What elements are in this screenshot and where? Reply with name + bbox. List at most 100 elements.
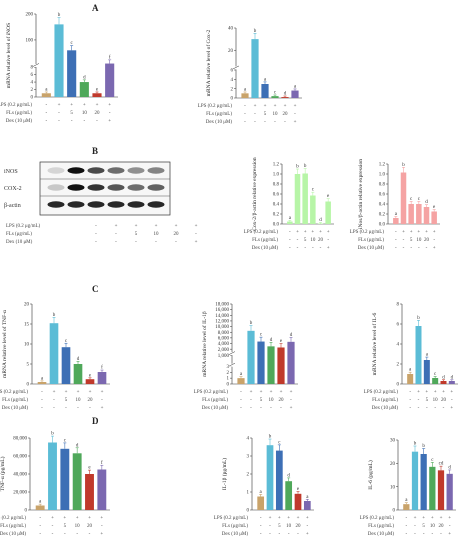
treatment-value: + — [274, 104, 277, 109]
blot-treatment-value: - — [195, 232, 197, 237]
y-axis-label: TNF-α (pg/mL) — [0, 456, 6, 491]
bar — [415, 326, 422, 384]
y-tick-label: 10 — [24, 343, 30, 348]
y-tick-label: 15 — [24, 323, 30, 328]
treatment-label: FLs (μg/mL) — [202, 398, 228, 403]
treatment-value: - — [288, 532, 290, 537]
y-tick-label: 10 — [390, 485, 396, 490]
bar — [60, 448, 70, 510]
y-tick-label: 0.2 — [379, 213, 386, 218]
treatment-value: - — [41, 390, 43, 395]
y-tick-label: 20 — [228, 49, 234, 54]
chart-a1: 0 2 4 6 8 100 200 mRNA relative level of iNOS a b… — [0, 13, 118, 124]
bar — [440, 381, 447, 384]
treatment-value: 20 — [318, 238, 324, 243]
blot-band — [107, 201, 125, 208]
treatment-value: - — [443, 406, 445, 411]
treatment-value: + — [108, 103, 111, 108]
y-tick-label: 80,000 — [13, 437, 27, 442]
y-tick-label: 0 — [25, 509, 28, 514]
treatment-value: 5 — [426, 398, 429, 403]
axis-break-mark — [32, 63, 40, 67]
significance-letter: d — [448, 465, 451, 470]
y-tick-label: 40,000 — [13, 473, 27, 478]
treatment-value: - — [41, 398, 43, 403]
treatment-value: + — [76, 516, 79, 521]
blot-band — [127, 201, 145, 208]
bar — [271, 96, 279, 98]
significance-letter: d — [442, 375, 445, 380]
y-axis-label: mRNA relative level of Cox-2 — [205, 29, 212, 96]
significance-letter: d — [287, 473, 290, 478]
treatment-value: - — [244, 120, 246, 125]
treatment-value: - — [39, 532, 41, 537]
treatment-value: + — [414, 516, 417, 521]
bar — [287, 221, 293, 224]
bar — [403, 504, 410, 510]
bar — [317, 223, 324, 224]
significance-letter: f — [101, 366, 103, 371]
treatment-value: - — [306, 524, 308, 529]
treatment-value: - — [403, 246, 405, 251]
treatment-value: + — [417, 390, 420, 395]
bar — [302, 173, 308, 224]
treatment-value: 5 — [65, 398, 68, 403]
significance-letter: d — [77, 357, 80, 362]
bar — [237, 378, 245, 384]
bar — [251, 39, 259, 98]
treatment-label: LPS (0.2 μg/mL) — [214, 516, 249, 521]
y-tick-label: 8,000 — [218, 331, 230, 336]
y-tick-label: 20 — [24, 303, 30, 308]
blot-treatment-value: - — [115, 240, 117, 245]
treatment-label: FLs (μg/mL) — [222, 524, 248, 529]
treatment-value: - — [304, 246, 306, 251]
y-tick-label: 2 — [397, 363, 400, 368]
treatment-value: + — [65, 390, 68, 395]
treatment-value: 5 — [260, 398, 263, 403]
bar — [266, 445, 274, 510]
treatment-value: + — [448, 532, 451, 537]
blot-treatment-value: - — [95, 240, 97, 245]
treatment-value: + — [425, 230, 428, 235]
treatment-value: - — [405, 532, 407, 537]
treatment-value: - — [254, 112, 256, 117]
blot-band — [107, 184, 125, 191]
significance-letter: a — [289, 216, 292, 221]
y-axis-label: iNos/β-actin relative expression — [358, 159, 364, 229]
treatment-value: + — [442, 390, 445, 395]
treatment-value: - — [410, 246, 412, 251]
blot-band — [127, 167, 145, 174]
y-tick-label: 20 — [390, 462, 396, 467]
treatment-value: + — [434, 390, 437, 395]
y-tick-label: 1.2 — [379, 163, 386, 168]
treatment-value: - — [289, 230, 291, 235]
y-tick-label: 20,000 — [13, 491, 27, 496]
bar — [85, 379, 95, 384]
treatment-value: 5 — [64, 524, 67, 529]
treatment-label: Dex (10 μM) — [222, 532, 249, 537]
y-tick-label: 2 — [227, 371, 230, 376]
treatment-value: + — [433, 246, 436, 251]
treatment-value: - — [297, 238, 299, 243]
significance-letter: c — [71, 41, 74, 46]
treatment-value: - — [289, 246, 291, 251]
treatment-value: - — [109, 111, 111, 116]
treatment-value: - — [269, 524, 271, 529]
treatment-label: LPS (0.2 μg/mL) — [0, 103, 32, 108]
blot-label-actin: β-actin — [4, 203, 21, 209]
significance-letter: a — [244, 87, 247, 92]
treatment-value: 5 — [278, 524, 281, 529]
treatment-value: + — [448, 516, 451, 521]
treatment-value: + — [306, 532, 309, 537]
y-tick-label: 200 — [26, 13, 34, 18]
axis-break — [233, 66, 302, 70]
significance-letter: a — [395, 212, 398, 217]
treatment-value: - — [58, 119, 60, 124]
treatment-label: FLs (μg/mL) — [252, 238, 278, 243]
blot-band — [47, 167, 65, 174]
bar — [437, 470, 445, 510]
treatment-value: 10 — [430, 524, 436, 529]
y-axis-label: IL-6 (pg/mL) — [367, 460, 374, 490]
treatment-label: LPS (0.2 μg/mL) — [244, 230, 279, 235]
